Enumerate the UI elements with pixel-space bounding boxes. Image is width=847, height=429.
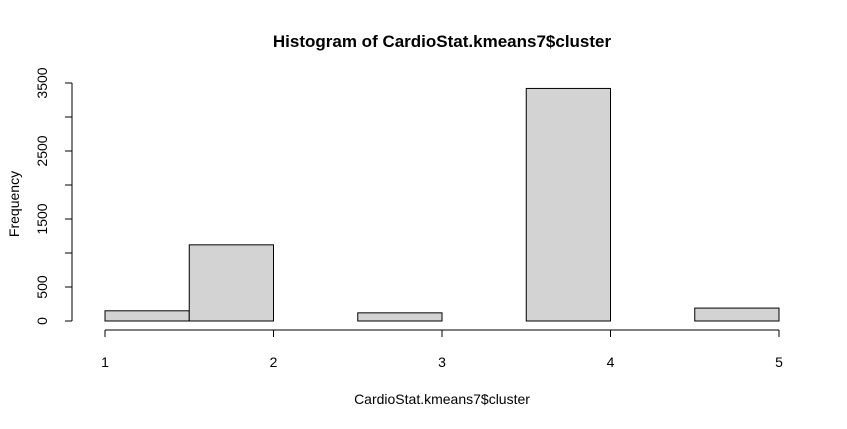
- y-tick-label: 1500: [34, 203, 50, 234]
- x-tick-label: 1: [101, 354, 109, 370]
- histogram-bar-4: [357, 312, 443, 322]
- x-axis: 1 2 3 4 5: [101, 329, 783, 370]
- x-tick-label: 4: [607, 354, 615, 370]
- histogram-bar-1: [104, 310, 190, 322]
- histogram-bar-6: [525, 87, 611, 322]
- histogram-bar-2: [188, 244, 274, 322]
- x-axis-label: CardioStat.kmeans7$cluster: [354, 391, 530, 407]
- histogram-bar-8: [694, 307, 780, 322]
- chart-title: Histogram of CardioStat.kmeans7$cluster: [273, 32, 612, 51]
- x-tick-label: 3: [438, 354, 446, 370]
- y-axis: 0 500 1500 2500 3500: [34, 67, 73, 325]
- y-tick-label: 0: [34, 317, 50, 325]
- y-axis-label: Frequency: [6, 171, 22, 237]
- x-tick-label: 2: [270, 354, 278, 370]
- y-tick-label: 500: [34, 275, 50, 299]
- y-tick-label: 2500: [34, 135, 50, 166]
- y-tick-label: 3500: [34, 67, 50, 98]
- bars-group: [104, 87, 780, 322]
- x-tick-label: 5: [775, 354, 783, 370]
